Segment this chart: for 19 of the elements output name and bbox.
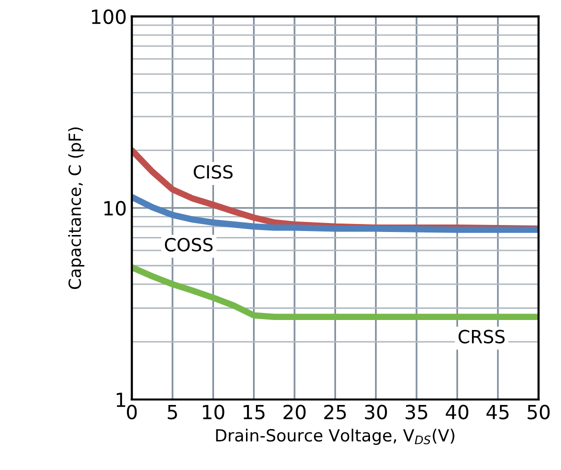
y-tick-label: 10 — [104, 200, 126, 216]
series-label: CRSS — [458, 330, 505, 344]
x-tick-label: 5 — [168, 404, 177, 420]
x-tick-label: 15 — [244, 404, 265, 420]
x-axis-title: Drain-Source Voltage, V$_{DS}$(V) — [216, 428, 454, 445]
x-tick-label: 40 — [446, 404, 468, 420]
x-tick-label: 25 — [324, 404, 346, 420]
series-label: CISS — [194, 165, 233, 179]
x-tick-label: 30 — [364, 404, 387, 420]
series-label: COSS — [164, 238, 213, 252]
x-tick-label: 10 — [202, 404, 224, 420]
y-tick-label: 1 — [116, 392, 126, 407]
x-tick-label: 45 — [486, 404, 509, 420]
x-tick-label: 0 — [126, 404, 137, 420]
x-tick-label: 50 — [528, 404, 550, 420]
x-tick-label: 20 — [284, 404, 306, 420]
y-tick-label: 100 — [92, 9, 126, 24]
y-axis-title: Capacitance, C (pF) — [68, 127, 84, 289]
x-tick-label: 35 — [406, 404, 428, 420]
